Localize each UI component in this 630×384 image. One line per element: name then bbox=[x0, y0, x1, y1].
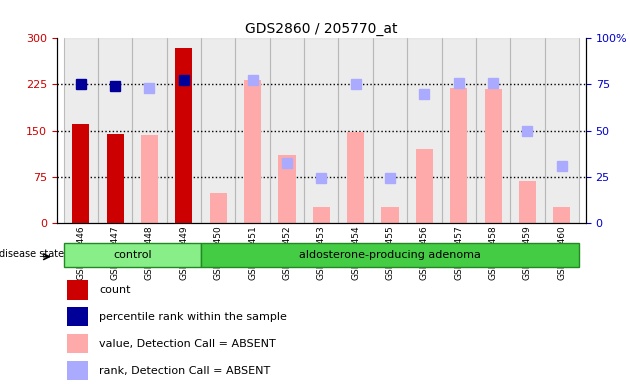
Bar bbox=[175, 48, 192, 223]
Text: value, Detection Call = ABSENT: value, Detection Call = ABSENT bbox=[99, 339, 276, 349]
Bar bbox=[67, 334, 88, 353]
Bar bbox=[381, 207, 399, 223]
Bar bbox=[270, 38, 304, 223]
Bar bbox=[416, 149, 433, 223]
Bar bbox=[72, 124, 89, 223]
Bar bbox=[373, 38, 407, 223]
Bar bbox=[106, 134, 123, 223]
Bar bbox=[201, 243, 579, 268]
Text: disease state: disease state bbox=[0, 249, 64, 259]
Bar bbox=[67, 307, 88, 326]
Text: percentile rank within the sample: percentile rank within the sample bbox=[99, 312, 287, 322]
Bar bbox=[545, 38, 579, 223]
Text: aldosterone-producing adenoma: aldosterone-producing adenoma bbox=[299, 250, 481, 260]
Bar bbox=[484, 89, 501, 223]
Bar bbox=[338, 38, 373, 223]
Bar bbox=[450, 88, 467, 223]
Bar bbox=[98, 38, 132, 223]
Bar bbox=[141, 135, 158, 223]
Bar bbox=[407, 38, 442, 223]
Bar bbox=[553, 207, 570, 223]
Bar bbox=[167, 38, 201, 223]
Bar bbox=[236, 38, 270, 223]
Bar bbox=[347, 132, 364, 223]
Bar bbox=[67, 361, 88, 380]
Bar bbox=[244, 79, 261, 223]
Bar bbox=[519, 181, 536, 223]
Bar bbox=[442, 38, 476, 223]
Bar bbox=[64, 38, 98, 223]
Bar bbox=[64, 243, 201, 268]
Bar bbox=[278, 155, 295, 223]
Bar bbox=[476, 38, 510, 223]
Bar bbox=[210, 193, 227, 223]
Bar bbox=[312, 207, 330, 223]
Text: control: control bbox=[113, 250, 152, 260]
Bar bbox=[510, 38, 545, 223]
Text: rank, Detection Call = ABSENT: rank, Detection Call = ABSENT bbox=[99, 366, 270, 376]
Bar bbox=[132, 38, 167, 223]
Bar bbox=[201, 38, 236, 223]
Bar bbox=[67, 280, 88, 300]
Text: count: count bbox=[99, 285, 130, 295]
Bar bbox=[304, 38, 338, 223]
Title: GDS2860 / 205770_at: GDS2860 / 205770_at bbox=[245, 22, 398, 36]
